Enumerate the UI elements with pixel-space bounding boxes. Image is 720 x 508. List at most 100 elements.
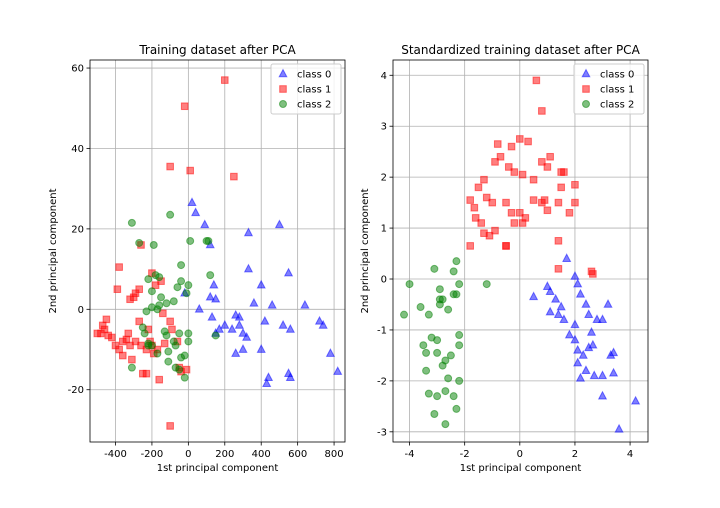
data-point-triangle xyxy=(242,331,252,341)
y-tick-label: -20 xyxy=(68,385,84,396)
data-point-square xyxy=(166,422,174,430)
data-point-triangle xyxy=(283,267,294,277)
data-point-triangle xyxy=(200,219,210,229)
data-point-square xyxy=(554,237,563,245)
data-point-square xyxy=(546,152,554,161)
data-point-circle xyxy=(452,290,461,299)
data-point-circle xyxy=(444,374,453,383)
data-point-square xyxy=(516,135,524,143)
data-point-square xyxy=(113,285,122,293)
data-point-circle xyxy=(155,301,164,310)
data-point-triangle xyxy=(575,372,586,382)
data-point-square xyxy=(474,183,483,192)
data-point-square xyxy=(488,198,497,207)
data-point-circle xyxy=(405,280,414,289)
data-point-triangle xyxy=(608,367,619,377)
x-tick-label: -2 xyxy=(460,449,470,460)
series-triangle xyxy=(528,253,641,433)
data-point-square xyxy=(168,325,176,334)
y-axis-label: 2nd principal component xyxy=(48,188,59,313)
data-point-triangle xyxy=(227,323,237,333)
x-tick-label: 4 xyxy=(627,449,633,460)
data-point-square xyxy=(135,317,143,326)
data-point-circle xyxy=(433,392,442,401)
series-circle xyxy=(400,257,491,429)
data-point-square xyxy=(128,355,136,364)
data-point-circle xyxy=(127,218,136,227)
data-point-square xyxy=(529,196,538,204)
data-point-circle xyxy=(441,420,450,429)
data-point-circle xyxy=(144,275,153,284)
data-point-square xyxy=(557,183,565,192)
plot-area xyxy=(90,60,345,442)
data-point-triangle xyxy=(267,299,277,309)
data-point-triangle xyxy=(234,311,244,321)
data-point-triangle xyxy=(573,344,583,354)
data-point-circle xyxy=(157,293,166,302)
data-point-circle xyxy=(180,351,189,360)
y-tick-label: -1 xyxy=(377,325,387,336)
x-tick-label: 0 xyxy=(517,449,523,460)
data-point-square xyxy=(131,337,140,346)
data-point-circle xyxy=(430,409,439,418)
y-tick-label: 0 xyxy=(78,305,84,316)
data-point-square xyxy=(471,214,480,222)
data-point-circle xyxy=(455,280,464,289)
data-point-circle xyxy=(166,210,175,219)
data-point-square xyxy=(466,242,474,250)
data-point-square xyxy=(571,180,579,189)
data-point-circle xyxy=(175,365,184,374)
data-point-triangle xyxy=(209,279,219,289)
data-point-circle xyxy=(177,261,186,270)
data-point-triangle xyxy=(570,334,580,344)
data-point-circle xyxy=(144,341,153,350)
data-point-circle xyxy=(430,264,439,273)
data-point-circle xyxy=(416,303,425,312)
legend-marker-triangle xyxy=(278,68,288,78)
plot-area xyxy=(393,60,648,442)
data-point-triangle xyxy=(570,319,580,329)
data-point-square xyxy=(524,137,532,146)
data-point-circle xyxy=(160,327,169,336)
data-point-circle xyxy=(435,300,444,309)
data-point-triangle xyxy=(243,263,254,273)
data-point-circle xyxy=(435,285,444,294)
legend-marker-square xyxy=(279,85,287,93)
data-point-circle xyxy=(142,307,151,316)
data-point-circle xyxy=(433,348,442,357)
data-point-circle xyxy=(449,267,458,276)
data-point-square xyxy=(540,196,549,204)
data-point-circle xyxy=(422,366,431,375)
series-triangle xyxy=(180,197,343,387)
data-point-circle xyxy=(177,277,186,286)
data-point-square xyxy=(502,242,510,250)
chart-1: -400 -200 0 200 400 600 800-200204060Training … xyxy=(48,43,346,474)
data-point-triangle xyxy=(575,288,586,298)
data-point-square xyxy=(510,219,519,227)
data-point-square xyxy=(220,76,229,84)
data-point-square xyxy=(186,166,194,175)
data-point-triangle xyxy=(207,311,217,321)
data-point-square xyxy=(485,231,494,240)
data-point-square xyxy=(166,162,174,171)
data-point-square xyxy=(493,140,502,148)
data-point-triangle xyxy=(573,278,583,288)
legend-label: class 0 xyxy=(600,70,634,81)
x-tick-label: 0 xyxy=(185,449,191,460)
data-point-square xyxy=(543,206,552,215)
data-point-triangle xyxy=(570,270,580,280)
data-point-square xyxy=(470,203,479,212)
data-point-square xyxy=(491,226,499,235)
data-point-circle xyxy=(164,357,173,366)
data-point-triangle xyxy=(314,315,325,325)
data-point-circle xyxy=(155,273,164,282)
data-point-triangle xyxy=(603,299,613,308)
legend-box xyxy=(573,63,645,115)
data-point-circle xyxy=(455,341,464,350)
data-point-circle xyxy=(482,280,491,289)
data-point-square xyxy=(507,142,516,151)
data-point-circle xyxy=(184,281,193,290)
y-tick-label: 20 xyxy=(71,224,84,235)
data-point-triangle xyxy=(260,315,270,325)
